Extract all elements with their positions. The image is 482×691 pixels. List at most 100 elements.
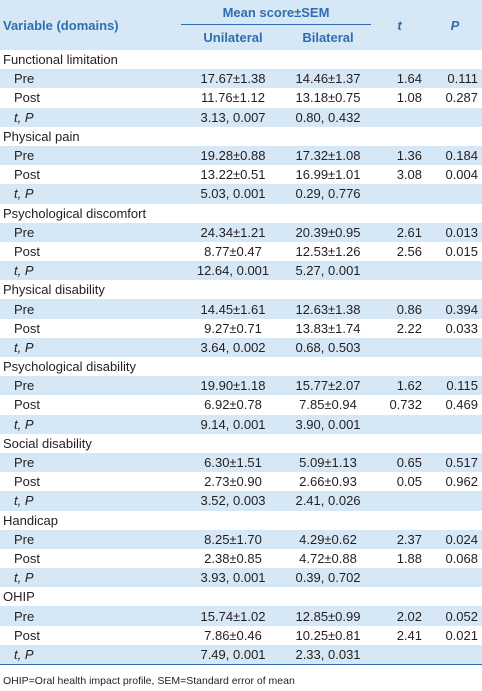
- row-label: Pre: [0, 529, 181, 549]
- row-label: Pre: [0, 376, 181, 396]
- p-cell: 0.962: [445, 474, 478, 490]
- p-cell: [428, 337, 482, 357]
- table-row: Pre 24.34±1.21 20.39±0.95 2.61 0.013: [0, 222, 482, 242]
- t-cell: 2.02: [371, 606, 428, 626]
- domain-label: Functional limitation: [3, 52, 118, 68]
- row-label: Pre: [0, 452, 181, 473]
- domain-row: Psychological discomfort: [0, 204, 482, 223]
- bilateral-cell: 2.33, 0.031: [285, 644, 371, 665]
- header-t: t: [371, 0, 428, 50]
- t-cell: 0.65: [371, 452, 428, 473]
- unilateral-cell: 8.25±1.70: [181, 529, 285, 549]
- row-label: t, P: [0, 644, 181, 665]
- bilateral-cell: 20.39±0.95: [285, 222, 371, 242]
- row-label: t, P: [0, 337, 181, 357]
- row-label: t, P: [0, 568, 181, 588]
- row-label: Pre: [0, 145, 181, 166]
- bilateral-cell: 12.63±1.38: [285, 299, 371, 319]
- row-label: Post: [14, 90, 41, 106]
- bilateral-cell: 7.85±0.94: [299, 397, 357, 413]
- header-variable: Variable (domains): [0, 0, 181, 50]
- domain-row: Handicap: [0, 511, 482, 530]
- bilateral-cell: 12.85±0.99: [285, 606, 371, 626]
- t-cell: [371, 184, 428, 204]
- unilateral-cell: 19.28±0.88: [181, 145, 285, 166]
- t-cell: 2.56: [396, 243, 422, 259]
- p-cell: 0.052: [428, 606, 482, 626]
- table-row: t, P 12.64, 0.001 5.27, 0.001: [0, 261, 482, 281]
- domain-label: Psychological discomfort: [3, 205, 147, 221]
- t-cell: [371, 261, 428, 281]
- domain-row: Physical disability: [0, 280, 482, 299]
- bilateral-cell: 13.83±1.74: [295, 320, 361, 336]
- row-label: Post: [14, 167, 41, 183]
- p-cell: 0.015: [445, 243, 478, 259]
- table-row: Pre 6.30±1.51 5.09±1.13 0.65 0.517: [0, 452, 482, 473]
- table-row: Post 13.22±0.51 16.99±1.01 3.08 0.004: [0, 165, 482, 184]
- row-label: t, P: [0, 491, 181, 511]
- p-cell: [428, 644, 482, 665]
- results-table: Variable (domains) Mean score±SEM t P Un…: [0, 0, 482, 665]
- t-cell: [371, 491, 428, 511]
- bilateral-cell: 15.77±2.07: [285, 376, 371, 396]
- t-cell: 2.41: [396, 627, 422, 643]
- domain-label: OHIP: [3, 589, 35, 605]
- p-cell: [428, 261, 482, 281]
- row-label: Post: [14, 474, 41, 490]
- bilateral-cell: 2.66±0.93: [299, 474, 357, 490]
- bilateral-cell: 2.41, 0.026: [285, 491, 371, 511]
- table-row: Post 9.27±0.71 13.83±1.74 2.22 0.033: [0, 319, 482, 338]
- table-row: Post 8.77±0.47 12.53±1.26 2.56 0.015: [0, 242, 482, 261]
- table-row: Post 2.73±0.90 2.66±0.93 0.05 0.962: [0, 472, 482, 491]
- unilateral-cell: 3.52, 0.003: [181, 491, 285, 511]
- unilateral-cell: 3.13, 0.007: [181, 107, 285, 127]
- table-row: t, P 3.13, 0.007 0.80, 0.432: [0, 107, 482, 127]
- table-row: t, P 5.03, 0.001 0.29, 0.776: [0, 184, 482, 204]
- t-cell: 1.36: [371, 145, 428, 166]
- row-label: Pre: [0, 299, 181, 319]
- bilateral-cell: 14.46±1.37: [285, 69, 371, 89]
- p-cell: 0.184: [428, 145, 482, 166]
- table-row: Pre 17.67±1.38 14.46±1.37 1.64 0.111: [0, 69, 482, 89]
- unilateral-cell: 9.27±0.71: [204, 320, 262, 336]
- table-footnote: OHIP=Oral health impact profile, SEM=Sta…: [3, 675, 295, 687]
- t-cell: 0.732: [389, 397, 422, 413]
- table-row: Pre 8.25±1.70 4.29±0.62 2.37 0.024: [0, 529, 482, 549]
- row-label: Post: [14, 627, 41, 643]
- table-header: Variable (domains) Mean score±SEM t P Un…: [0, 0, 482, 50]
- unilateral-cell: 13.22±0.51: [200, 167, 266, 183]
- domain-label: Physical disability: [3, 282, 105, 298]
- unilateral-cell: 2.38±0.85: [204, 550, 262, 566]
- unilateral-cell: 12.64, 0.001: [181, 261, 285, 281]
- unilateral-cell: 19.90±1.18: [181, 376, 285, 396]
- t-cell: 1.64: [371, 69, 428, 89]
- p-cell: 0.021: [445, 627, 478, 643]
- p-cell: 0.024: [428, 529, 482, 549]
- t-cell: 2.37: [371, 529, 428, 549]
- t-cell: 3.08: [396, 167, 422, 183]
- t-cell: 1.08: [396, 90, 422, 106]
- unilateral-cell: 9.14, 0.001: [181, 414, 285, 434]
- header-unilateral: Unilateral: [181, 24, 285, 50]
- table-row: t, P 3.52, 0.003 2.41, 0.026: [0, 491, 482, 511]
- p-cell: 0.517: [428, 452, 482, 473]
- row-label: Pre: [0, 606, 181, 626]
- bilateral-cell: 5.27, 0.001: [285, 261, 371, 281]
- p-cell: [428, 184, 482, 204]
- p-cell: 0.004: [445, 167, 478, 183]
- unilateral-cell: 11.76±1.12: [200, 90, 265, 106]
- domain-row: Physical pain: [0, 127, 482, 146]
- unilateral-cell: 15.74±1.02: [181, 606, 285, 626]
- bilateral-cell: 5.09±1.13: [285, 452, 371, 473]
- bilateral-cell: 13.18±0.75: [295, 90, 361, 106]
- table-row: Pre 14.45±1.61 12.63±1.38 0.86 0.394: [0, 299, 482, 319]
- row-label: t, P: [0, 261, 181, 281]
- table-row: Post 7.86±0.46 10.25±0.81 2.41 0.021: [0, 626, 482, 645]
- row-label: Post: [14, 397, 41, 413]
- row-label: Post: [14, 320, 41, 336]
- t-cell: [371, 107, 428, 127]
- table-row: Post 6.92±0.78 7.85±0.94 0.732 0.469: [0, 395, 482, 414]
- unilateral-cell: 5.03, 0.001: [181, 184, 285, 204]
- table-row: t, P 3.64, 0.002 0.68, 0.503: [0, 337, 482, 357]
